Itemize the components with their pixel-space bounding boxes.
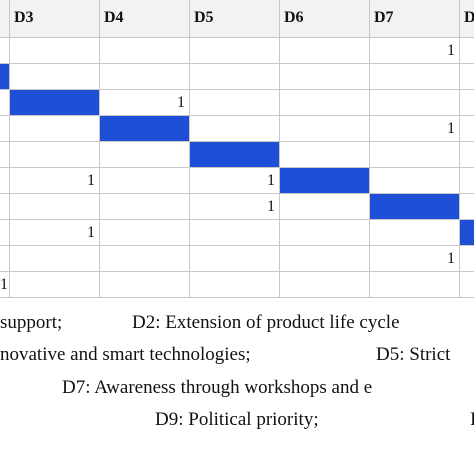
cell — [100, 194, 190, 220]
cell — [190, 220, 280, 246]
cell — [280, 38, 370, 64]
cell — [190, 116, 280, 142]
diagonal-cell — [280, 168, 370, 194]
cell: 1 — [10, 220, 100, 246]
cell — [460, 168, 474, 194]
cell — [100, 272, 190, 298]
cell — [0, 168, 10, 194]
cell — [190, 64, 280, 90]
cell: 1 — [190, 194, 280, 220]
cell — [10, 194, 100, 220]
cell — [370, 64, 460, 90]
cell — [190, 246, 280, 272]
cell — [370, 142, 460, 168]
cell — [0, 142, 10, 168]
cell: 1 — [100, 90, 190, 116]
header-cell: D3 — [10, 0, 100, 38]
header-cell: D6 — [280, 0, 370, 38]
cell: 1 — [370, 116, 460, 142]
cell — [190, 272, 280, 298]
cell — [280, 142, 370, 168]
cell — [190, 38, 280, 64]
cell — [10, 142, 100, 168]
cell — [0, 116, 10, 142]
cell — [280, 220, 370, 246]
cell: 1 — [370, 38, 460, 64]
cell — [460, 116, 474, 142]
cell — [460, 90, 474, 116]
cell — [460, 142, 474, 168]
cell — [100, 64, 190, 90]
cell — [370, 220, 460, 246]
cell — [280, 246, 370, 272]
cell — [0, 246, 10, 272]
legend-text: D9: Political priority; — [155, 409, 319, 430]
cell — [460, 246, 474, 272]
header-cell — [0, 0, 10, 38]
diagonal-cell — [190, 142, 280, 168]
cell — [100, 38, 190, 64]
legend-text: D2: Extension of product life cycle — [132, 312, 400, 333]
cell — [0, 220, 10, 246]
cell — [10, 38, 100, 64]
legend: support; D2: Extension of product life cy… — [0, 300, 474, 474]
cell — [100, 246, 190, 272]
cell: 1 — [0, 272, 10, 298]
cell — [370, 168, 460, 194]
diagonal-cell — [0, 64, 10, 90]
cell — [10, 64, 100, 90]
cell — [370, 272, 460, 298]
header-cell: D5 — [190, 0, 280, 38]
header-cell: D4 — [100, 0, 190, 38]
cell: 1 — [370, 246, 460, 272]
legend-text: support; — [0, 312, 63, 333]
diagonal-cell — [370, 194, 460, 220]
cell — [100, 168, 190, 194]
diagonal-cell — [460, 220, 474, 246]
cell — [370, 90, 460, 116]
cell — [10, 246, 100, 272]
cell: 1 — [190, 168, 280, 194]
cell — [100, 142, 190, 168]
cell — [280, 64, 370, 90]
cell — [460, 272, 474, 298]
cell — [100, 220, 190, 246]
cell — [0, 90, 10, 116]
diagonal-cell — [10, 90, 100, 116]
matrix-table: D3D4D5D6D7D8111111111 — [0, 0, 474, 298]
legend-text: I — [470, 409, 474, 430]
cell — [460, 64, 474, 90]
cell — [10, 272, 100, 298]
cell — [460, 194, 474, 220]
cell: 1 — [10, 168, 100, 194]
diagonal-cell — [100, 116, 190, 142]
cell — [280, 194, 370, 220]
header-cell: D8 — [460, 0, 474, 38]
cell — [190, 90, 280, 116]
cell — [0, 38, 10, 64]
cell — [280, 116, 370, 142]
legend-text: novative and smart technologies; — [0, 344, 251, 365]
header-cell: D7 — [370, 0, 460, 38]
cell — [0, 194, 10, 220]
legend-text: D5: Strict — [376, 344, 451, 365]
cell — [10, 116, 100, 142]
cell — [280, 272, 370, 298]
legend-text: D7: Awareness through workshops and e — [62, 377, 373, 398]
cell — [460, 38, 474, 64]
cell — [280, 90, 370, 116]
